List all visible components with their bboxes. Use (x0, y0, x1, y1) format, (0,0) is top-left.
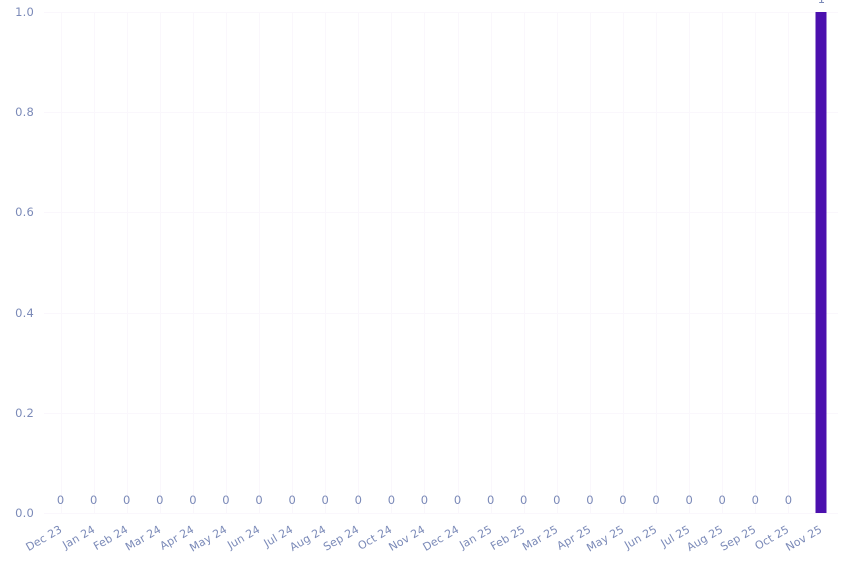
y-tick-label: 0.4 (15, 305, 34, 320)
bar-group[interactable]: 0 (408, 12, 441, 513)
bars-layer: 0 0 0 0 0 0 0 0 0 0 0 0 0 0 0 0 0 0 0 0 0 0 0 1 (44, 0, 838, 513)
bar-group[interactable]: 0 (640, 12, 673, 513)
bar-group[interactable]: 0 (441, 12, 474, 513)
gridline-vertical (391, 12, 393, 513)
bar-group[interactable]: 0 (243, 12, 276, 513)
bar-group[interactable]: 0 (739, 12, 772, 513)
bar-group[interactable]: 0 (110, 12, 143, 513)
bar-group[interactable]: 0 (143, 12, 176, 513)
y-axis: 0.0 0.2 0.4 0.6 0.8 1.0 (0, 5, 44, 520)
bar-value-label: 1 (818, 0, 825, 6)
bar-value-label: 0 (586, 493, 594, 507)
gridline-vertical (689, 12, 691, 513)
gridline-vertical (788, 12, 790, 513)
gridline-vertical (656, 12, 658, 513)
bar-group[interactable]: 0 (673, 12, 706, 513)
bar-group[interactable]: 0 (772, 12, 805, 513)
gridline-vertical (556, 12, 558, 513)
y-tick-label: 1.0 (15, 5, 34, 19)
gridline-vertical (93, 12, 95, 513)
bar-group[interactable]: 0 (342, 12, 375, 513)
gridline-vertical (358, 12, 360, 513)
gridline-vertical (457, 12, 459, 513)
bar-value-label: 0 (718, 493, 726, 507)
gridline-horizontal (44, 112, 838, 114)
bar-group[interactable]: 0 (309, 12, 342, 513)
bar-group[interactable]: 0 (606, 12, 639, 513)
gridline-horizontal (44, 513, 838, 514)
x-tick-slot: Nov 25 (784, 513, 838, 565)
bar-group[interactable]: 0 (375, 12, 408, 513)
x-axis: Dec 23 Jan 24 Feb 24 Mar 24 Apr 24 May 24 Jun … (23, 513, 838, 565)
bar-group[interactable]: 0 (176, 12, 209, 513)
bar-value-label: 0 (420, 493, 429, 507)
gridline-horizontal (44, 312, 838, 314)
bar-value-label: 0 (123, 493, 131, 507)
bar-group[interactable]: 0 (209, 12, 242, 513)
bar-value-label: 0 (387, 493, 396, 507)
bar-value-label: 0 (156, 493, 164, 507)
gridline-vertical (722, 12, 724, 513)
gridline-vertical (159, 12, 161, 513)
bar-value-label: 0 (652, 493, 660, 507)
bar-group[interactable]: 0 (474, 12, 507, 513)
bar-value-label: 0 (553, 493, 561, 507)
bar-value-label: 0 (354, 493, 362, 507)
bar-value-label: 0 (255, 493, 263, 507)
x-tick-label: Dec 23 (23, 522, 64, 554)
bar-group[interactable]: 0 (276, 12, 309, 513)
y-tick-label: 0.0 (15, 506, 34, 520)
bar-group[interactable]: 0 (573, 12, 606, 513)
bar-group[interactable]: 1 (805, 0, 838, 513)
gridline-vertical (523, 12, 525, 513)
bar-value-label: 0 (453, 493, 462, 507)
gridline-vertical (325, 12, 327, 513)
bar-value-label: 0 (685, 493, 693, 507)
bar-group[interactable]: 0 (706, 12, 739, 513)
bar-value-label: 0 (486, 493, 495, 507)
gridline-vertical (490, 12, 492, 513)
bar-group[interactable]: 0 (44, 12, 77, 513)
gridline-vertical (60, 12, 62, 513)
gridline-vertical (126, 12, 128, 513)
gridline-vertical (292, 12, 294, 513)
bar-value-label: 0 (189, 493, 197, 507)
bar-value-label: 0 (751, 493, 759, 507)
gridline-vertical (259, 12, 261, 513)
gridline-horizontal (44, 12, 838, 13)
bar-value-label: 0 (784, 493, 793, 507)
bar-nov-25[interactable] (815, 12, 827, 513)
gridline-vertical (589, 12, 591, 513)
bar-value-label: 0 (56, 493, 65, 507)
gridline-vertical (622, 12, 624, 513)
gridline-vertical (755, 12, 757, 513)
bar-group[interactable]: 0 (77, 12, 110, 513)
gridline-vertical (424, 12, 426, 513)
bar-value-label: 0 (520, 493, 528, 507)
gridline-vertical (192, 12, 194, 513)
bar-value-label: 0 (321, 493, 329, 507)
bar-value-label: 0 (222, 493, 230, 507)
bar-value-label: 0 (89, 493, 98, 507)
bar-value-label: 0 (288, 493, 296, 507)
y-tick-label: 0.8 (15, 105, 34, 120)
bar-value-label: 0 (619, 493, 627, 507)
gridline-vertical (225, 12, 227, 513)
gridline-horizontal (44, 212, 838, 214)
gridline-horizontal (44, 412, 838, 414)
y-tick-label: 0.6 (15, 205, 34, 220)
y-tick-label: 0.2 (15, 405, 34, 420)
bar-group[interactable]: 0 (507, 12, 540, 513)
bar-group[interactable]: 0 (540, 12, 573, 513)
